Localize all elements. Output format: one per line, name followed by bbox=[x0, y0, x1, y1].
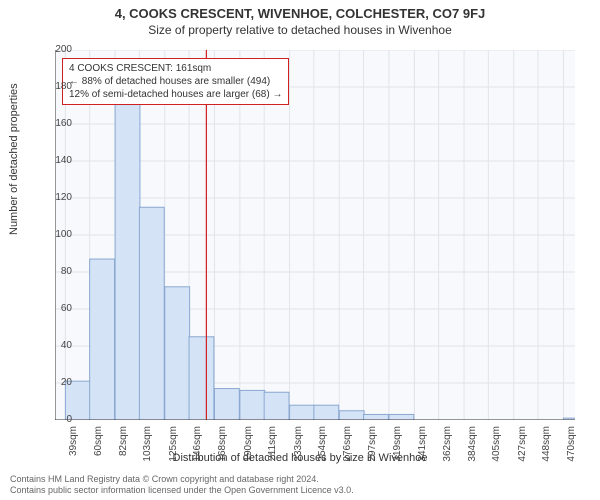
footer-line2: Contains public sector information licen… bbox=[10, 485, 354, 496]
chart-area bbox=[55, 50, 575, 420]
callout-box: 4 COOKS CRESCENT: 161sqm ← 88% of detach… bbox=[62, 58, 289, 105]
x-tick-label: 276sqm bbox=[342, 426, 353, 476]
callout-line3: 12% of semi-detached houses are larger (… bbox=[69, 88, 282, 101]
x-tick-label: 384sqm bbox=[467, 426, 478, 476]
footer-line1: Contains HM Land Registry data © Crown c… bbox=[10, 474, 354, 485]
x-tick-label: 190sqm bbox=[243, 426, 254, 476]
x-tick-label: 125sqm bbox=[168, 426, 179, 476]
y-tick-label: 140 bbox=[32, 155, 72, 166]
histogram-plot bbox=[55, 50, 575, 420]
x-tick-label: 168sqm bbox=[217, 426, 228, 476]
x-tick-label: 297sqm bbox=[367, 426, 378, 476]
callout-line2: ← 88% of detached houses are smaller (49… bbox=[69, 75, 282, 88]
x-tick-label: 427sqm bbox=[517, 426, 528, 476]
x-tick-label: 103sqm bbox=[142, 426, 153, 476]
x-tick-label: 211sqm bbox=[267, 426, 278, 476]
x-tick-label: 60sqm bbox=[93, 426, 104, 476]
y-tick-label: 100 bbox=[32, 229, 72, 240]
callout-line1: 4 COOKS CRESCENT: 161sqm bbox=[69, 62, 282, 75]
x-tick-label: 362sqm bbox=[442, 426, 453, 476]
y-tick-label: 160 bbox=[32, 118, 72, 129]
y-tick-label: 40 bbox=[32, 340, 72, 351]
x-tick-label: 470sqm bbox=[566, 426, 577, 476]
x-tick-label: 405sqm bbox=[491, 426, 502, 476]
x-tick-label: 39sqm bbox=[68, 426, 79, 476]
y-tick-label: 0 bbox=[32, 414, 72, 425]
footer-attribution: Contains HM Land Registry data © Crown c… bbox=[10, 474, 354, 496]
page-title: 4, COOKS CRESCENT, WIVENHOE, COLCHESTER,… bbox=[0, 0, 600, 21]
y-tick-label: 120 bbox=[32, 192, 72, 203]
y-tick-label: 80 bbox=[32, 266, 72, 277]
y-tick-label: 200 bbox=[32, 44, 72, 55]
x-tick-label: 448sqm bbox=[541, 426, 552, 476]
x-tick-label: 341sqm bbox=[417, 426, 428, 476]
x-tick-label: 233sqm bbox=[293, 426, 304, 476]
y-axis-label: Number of detached properties bbox=[8, 83, 20, 235]
x-tick-label: 254sqm bbox=[317, 426, 328, 476]
page-subtitle: Size of property relative to detached ho… bbox=[0, 21, 600, 37]
y-tick-label: 180 bbox=[32, 81, 72, 92]
x-tick-label: 146sqm bbox=[192, 426, 203, 476]
x-tick-label: 319sqm bbox=[392, 426, 403, 476]
y-tick-label: 20 bbox=[32, 377, 72, 388]
y-tick-label: 60 bbox=[32, 303, 72, 314]
x-tick-label: 82sqm bbox=[118, 426, 129, 476]
